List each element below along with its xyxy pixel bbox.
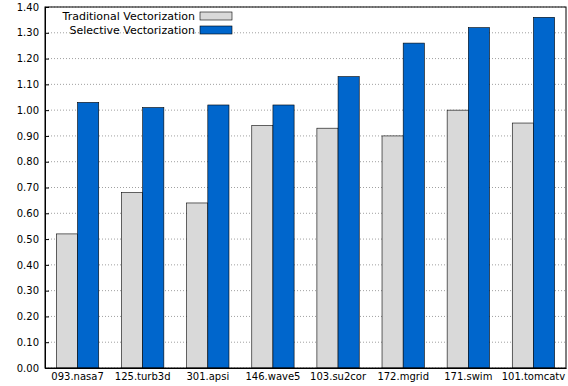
bar (338, 77, 359, 368)
y-tick-mark (45, 59, 49, 60)
y-tick-mark (45, 342, 49, 343)
y-tick-mark (45, 162, 49, 163)
bar (122, 193, 143, 368)
y-tick-mark (45, 33, 49, 34)
plot-frame (45, 7, 566, 368)
x-tick: 103.su2cor (310, 368, 367, 382)
y-tick-label: 0.40 (17, 260, 39, 271)
legend: Traditional VectorizationSelective Vecto… (62, 10, 232, 37)
y-tick: 0.30 (17, 285, 49, 296)
y-tick-label: 0.80 (17, 156, 39, 167)
y-tick-label: 1.30 (17, 27, 39, 38)
legend-label: Traditional Vectorization (62, 10, 195, 23)
y-tick: 0.50 (17, 234, 49, 245)
y-tick: 0.60 (17, 208, 49, 219)
x-tick-label: 171.swim (444, 371, 492, 382)
y-tick: 0.70 (17, 182, 49, 193)
plot: 0.00 0.10 0.20 0.30 0.40 0.50 0.60 0.70 0.80 0.90… (17, 2, 567, 382)
bar (78, 102, 99, 368)
x-axis: 093.nasa7 125.turb3d 301.apsi 146.wave5 103.… (46, 368, 567, 382)
y-tick-label: 0.10 (17, 337, 39, 348)
bar (512, 123, 533, 368)
y-tick: 1.00 (17, 105, 49, 116)
y-tick-label: 0.30 (17, 285, 39, 296)
y-tick-label: 1.10 (17, 79, 39, 90)
y-tick: 1.40 (17, 2, 49, 13)
bar (208, 105, 229, 368)
x-tick-label: 172.mgrid (377, 371, 429, 382)
y-tick: 0.10 (17, 337, 49, 348)
bar (143, 108, 164, 368)
y-tick-mark (45, 265, 49, 266)
x-axis-line (46, 368, 567, 369)
x-tick-label: 146.wave5 (245, 371, 300, 382)
y-tick-mark (45, 84, 49, 85)
y-tick-label: 0.70 (17, 182, 39, 193)
y-tick-mark (45, 239, 49, 240)
y-tick-label: 1.00 (17, 105, 39, 116)
x-tick-label: 103.su2cor (310, 371, 367, 382)
bar (273, 105, 294, 368)
legend-swatch (200, 26, 232, 34)
legend-swatch (200, 12, 232, 20)
bar (317, 128, 338, 368)
y-tick-label: 0.60 (17, 208, 39, 219)
x-tick: 101.tomcatv (502, 368, 566, 382)
y-tick-mark (45, 7, 49, 8)
bar (252, 126, 273, 368)
y-tick: 0.90 (17, 131, 49, 142)
bar (447, 110, 468, 368)
y-tick-label: 0.50 (17, 234, 39, 245)
x-tick: 125.turb3d (115, 368, 171, 382)
y-tick-mark (45, 136, 49, 137)
bar (382, 136, 403, 368)
bar (403, 43, 424, 368)
x-tick-label: 125.turb3d (115, 371, 171, 382)
x-tick: 301.apsi (186, 368, 229, 382)
grid (45, 7, 566, 368)
y-tick-mark (45, 291, 49, 292)
y-tick-mark (45, 316, 49, 317)
y-tick: 0.20 (17, 311, 49, 322)
y-tick-label: 0.20 (17, 311, 39, 322)
y-axis: 0.00 0.10 0.20 0.30 0.40 0.50 0.60 0.70 0.80 0.90… (17, 2, 49, 374)
bar (468, 28, 489, 368)
x-tick-label: 301.apsi (186, 371, 229, 382)
x-tick-label: 101.tomcatv (502, 371, 566, 382)
y-tick: 1.20 (17, 53, 49, 64)
legend-label: Selective Vectorization (70, 24, 195, 37)
bar (187, 203, 208, 368)
y-tick: 0.00 (17, 363, 49, 374)
y-tick-label: 1.40 (17, 2, 39, 13)
y-tick-label: 1.20 (17, 53, 39, 64)
y-tick-mark (45, 110, 49, 111)
chart: 0.00 0.10 0.20 0.30 0.40 0.50 0.60 0.70 0.80 0.90… (0, 0, 568, 386)
x-tick: 172.mgrid (377, 368, 429, 382)
y-tick: 0.80 (17, 156, 49, 167)
x-tick: 146.wave5 (245, 368, 300, 382)
y-tick-label: 0.90 (17, 131, 39, 142)
bar (56, 234, 77, 368)
x-tick: 171.swim (444, 368, 492, 382)
x-tick: 093.nasa7 (51, 368, 103, 382)
bars (56, 17, 554, 368)
x-tick-label: 093.nasa7 (51, 371, 103, 382)
bar (533, 17, 554, 368)
y-tick-mark (45, 188, 49, 189)
y-tick: 1.10 (17, 79, 49, 90)
y-tick: 1.30 (17, 27, 49, 38)
y-tick: 0.40 (17, 260, 49, 271)
y-tick-mark (45, 213, 49, 214)
y-tick-label: 0.00 (17, 363, 39, 374)
